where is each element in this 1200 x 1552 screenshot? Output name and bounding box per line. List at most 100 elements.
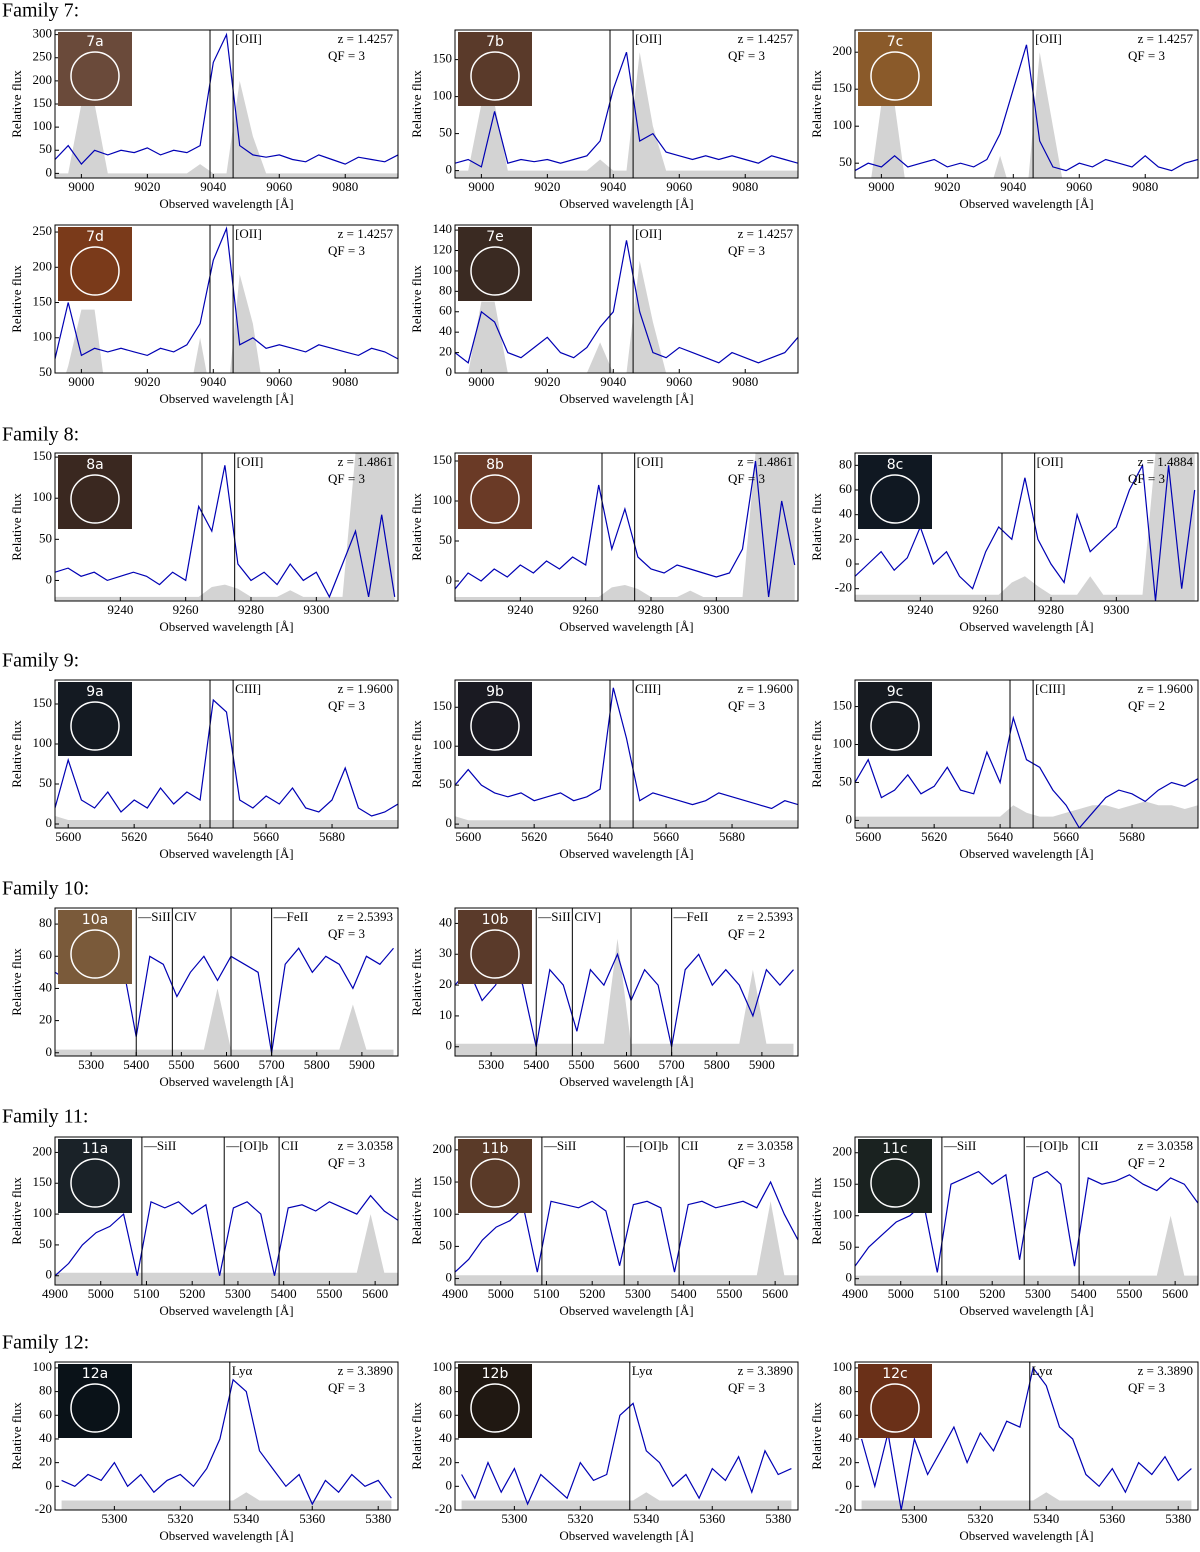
x-tick-label: 9000 (868, 179, 894, 194)
y-tick-label: 100 (33, 1205, 53, 1220)
y-axis-label: Relative flux (409, 948, 424, 1016)
x-tick-label: 9080 (732, 374, 758, 389)
thumbnail (458, 1364, 532, 1438)
x-tick-label: 5800 (704, 1057, 730, 1072)
y-axis-label: Relative flux (9, 948, 24, 1016)
feature-label: [OII] (237, 454, 264, 469)
x-tick-label: 5500 (568, 1057, 594, 1072)
x-tick-label: 5300 (501, 1511, 527, 1526)
spectrum-line (855, 44, 1198, 172)
y-tick-label: -20 (435, 1501, 452, 1516)
y-axis-label: Relative flux (809, 1402, 824, 1470)
redshift: z = 3.0358 (738, 1138, 793, 1153)
x-tick-label: 9020 (134, 179, 160, 194)
plot-frame (54, 452, 399, 602)
x-axis-label: Observed wavelength [Å] (959, 1303, 1093, 1318)
feature-label: —SiII (543, 1138, 577, 1153)
sky-area (455, 453, 795, 601)
plot (455, 240, 798, 373)
y-axis-label: Relative flux (809, 493, 824, 561)
y-axis-label: Relative flux (809, 720, 824, 788)
redshift: z = 3.3890 (1138, 1363, 1193, 1378)
x-tick-label: 5500 (168, 1057, 194, 1072)
feature-label: —FeII (273, 909, 309, 924)
x-tick-label: 5660 (253, 829, 279, 844)
x-tick-label: 9060 (266, 374, 292, 389)
y-tick-label: 150 (833, 698, 853, 713)
x-axis-label: Observed wavelength [Å] (159, 1074, 293, 1089)
x-axis-label: Observed wavelength [Å] (159, 1303, 293, 1318)
x-tick-label: 5000 (88, 1286, 114, 1301)
x-tick-label: 5300 (478, 1057, 504, 1072)
sky-area (55, 453, 395, 601)
x-tick-label: 4900 (842, 1286, 868, 1301)
x-tick-label: 5700 (259, 1057, 285, 1072)
sky-area (55, 988, 394, 1056)
x-tick-label: 9040 (1000, 179, 1026, 194)
thumbnail-label: 12b (482, 1366, 509, 1382)
y-tick-label: 60 (39, 947, 52, 962)
x-tick-label: 9300 (1103, 602, 1129, 617)
x-tick-label: 5340 (1033, 1511, 1059, 1526)
x-tick-label: 9020 (534, 374, 560, 389)
y-tick-label: 150 (433, 1173, 453, 1188)
x-tick-label: 9040 (200, 179, 226, 194)
x-tick-label: 5400 (671, 1286, 697, 1301)
plot (855, 44, 1198, 178)
thumbnail-aperture (70, 1158, 120, 1208)
feature-label: CIV] (574, 909, 601, 924)
x-tick-label: 5340 (633, 1511, 659, 1526)
plot (55, 1194, 398, 1285)
x-tick-label: 5500 (316, 1286, 342, 1301)
y-tick-label: 10 (439, 1007, 452, 1022)
plot-frame (54, 1136, 399, 1286)
sky-area (871, 52, 1063, 178)
spectrum-line (855, 1170, 1198, 1273)
sky-area (61, 1492, 392, 1510)
feature-label: CII (1081, 1138, 1098, 1153)
x-axis-label: Observed wavelength [Å] (959, 1528, 1093, 1543)
x-tick-label: 5900 (349, 1057, 375, 1072)
family-heading: Family 10: (2, 878, 89, 900)
x-tick-label: 5340 (233, 1511, 259, 1526)
thumbnail-label: 9c (887, 684, 904, 700)
y-tick-label: 100 (33, 1359, 53, 1374)
x-tick-label: 5360 (299, 1511, 325, 1526)
y-tick-label: 100 (33, 489, 53, 504)
y-tick-label: 80 (839, 456, 852, 471)
y-tick-label: 100 (833, 1207, 853, 1222)
y-tick-label: 0 (446, 1270, 453, 1285)
spectrum-line (61, 1378, 392, 1506)
redshift: z = 3.0358 (1138, 1138, 1193, 1153)
thumbnail-label: 8a (86, 457, 104, 473)
thumbnail (458, 682, 532, 756)
x-tick-label: 5400 (271, 1286, 297, 1301)
feature-label: CIV (174, 909, 197, 924)
x-tick-label: 5800 (304, 1057, 330, 1072)
feature-label: [CIII] (1035, 681, 1065, 696)
spectrum-line (855, 715, 1198, 828)
redshift: z = 3.3890 (738, 1363, 793, 1378)
feature-label: —[OI]b (225, 1138, 268, 1153)
plot-frame (454, 1361, 799, 1511)
spectrum-line (455, 1180, 798, 1273)
y-tick-label: -20 (35, 1501, 52, 1516)
sky-area (455, 260, 798, 373)
x-tick-label: 5360 (1099, 1511, 1125, 1526)
quality-flag: QF = 3 (728, 243, 765, 258)
y-tick-label: 0 (446, 815, 453, 830)
x-tick-label: 5500 (1116, 1286, 1142, 1301)
plot (455, 1180, 798, 1285)
sky-area (855, 801, 1198, 828)
y-tick-label: 150 (433, 452, 453, 467)
x-tick-label: 5600 (214, 1057, 240, 1072)
thumbnail-aperture (470, 474, 520, 524)
quality-flag: QF = 2 (1128, 698, 1165, 713)
x-tick-label: 5400 (523, 1057, 549, 1072)
plot-frame (854, 1361, 1199, 1511)
feature-label: Lyα (632, 1363, 653, 1378)
y-tick-label: 20 (439, 344, 452, 359)
redshift: z = 1.4257 (1138, 31, 1194, 46)
